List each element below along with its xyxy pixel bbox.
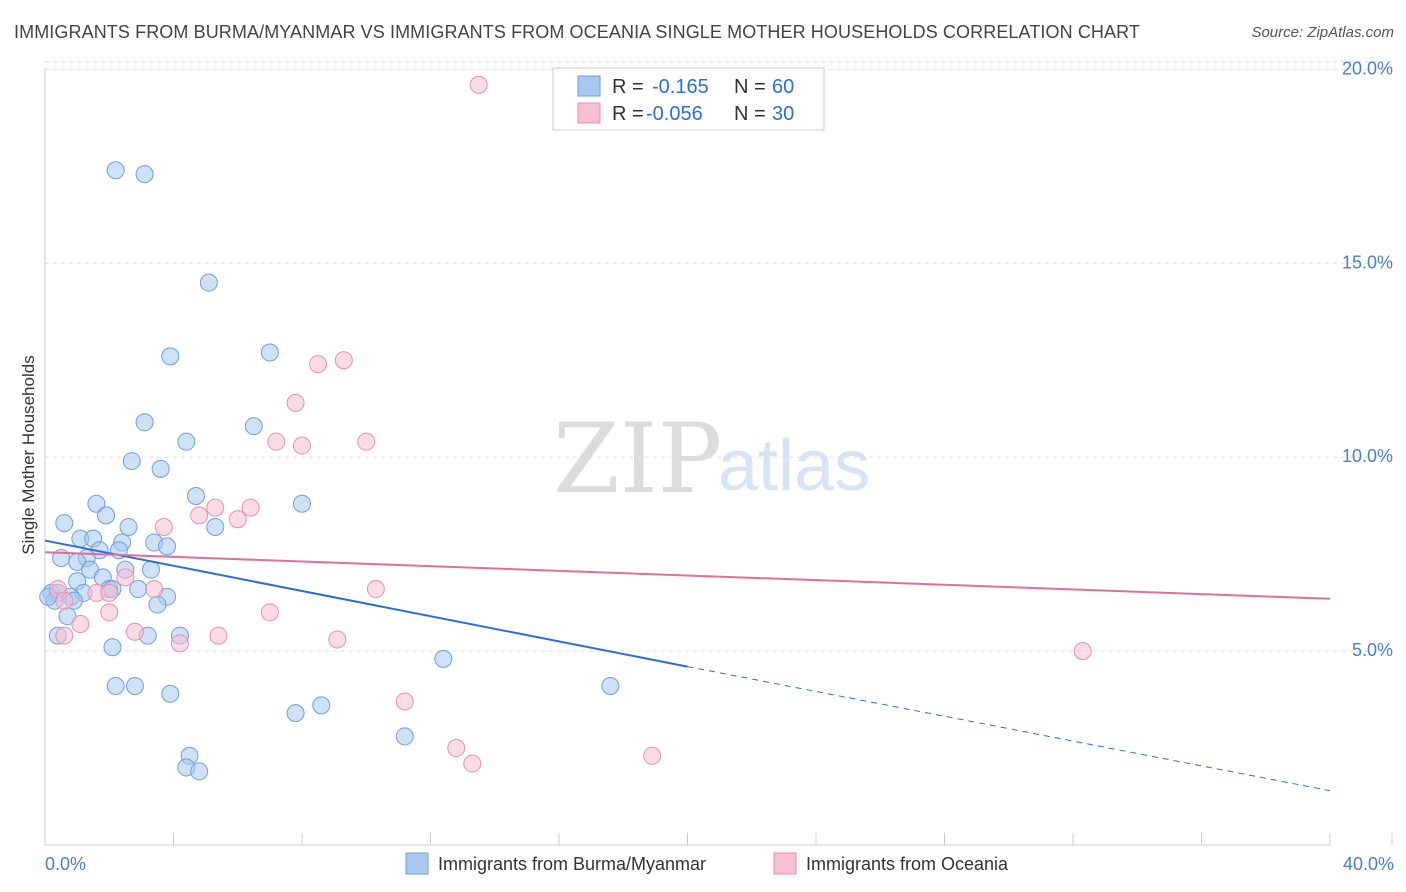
legend-n-label-1: N = (734, 76, 766, 98)
burma-data-point (434, 649, 453, 668)
oceania-data-point (357, 432, 376, 451)
oceania-data-point (643, 746, 662, 765)
burma-data-point (244, 417, 263, 436)
legend-swatch-blue (577, 75, 601, 97)
source-credit: Source: ZipAtlas.com (1251, 24, 1394, 41)
grid-lines (45, 61, 1392, 652)
y-axis-tick-labels: 5.0% 10.0% 15.0% 20.0% (1342, 58, 1393, 660)
oceania-data-point (293, 436, 311, 455)
series-oceania-points (48, 75, 1092, 773)
burma-trend-line (44, 539, 688, 668)
legend-r-value-1: -0.165 (652, 76, 709, 98)
burma-data-point (106, 677, 125, 695)
oceania-data-point (100, 583, 119, 602)
legend-burma-label: Immigrants from Burma/Myanmar (438, 854, 706, 874)
burma-data-point (148, 595, 167, 614)
burma-data-point (142, 560, 161, 579)
oceania-data-point (209, 626, 228, 645)
oceania-data-point (309, 355, 328, 374)
oceania-data-point (447, 739, 466, 758)
burma-data-point (135, 165, 154, 184)
legend-n-label-2: N = (734, 103, 766, 125)
oceania-data-point (328, 630, 347, 649)
y-tick-label: 10.0% (1342, 446, 1393, 466)
y-tick-label: 20.0% (1342, 58, 1393, 78)
y-tick-label: 15.0% (1342, 252, 1393, 272)
burma-data-point (206, 518, 225, 536)
burma-data-point (122, 452, 141, 471)
oceania-data-point (469, 75, 488, 94)
burma-data-point (119, 518, 138, 536)
oceania-data-point (260, 603, 279, 622)
burma-data-point (55, 514, 74, 533)
burma-data-point (97, 506, 116, 525)
burma-data-point (601, 677, 620, 695)
oceania-data-point (334, 351, 353, 370)
oceania-data-point (267, 432, 286, 451)
oceania-trend-line (44, 551, 1331, 600)
legend-r-label-1: R = (612, 76, 644, 98)
x-axis-ticks (44, 833, 1393, 845)
legend-swatch-pink (577, 102, 601, 124)
series-burma-points (39, 161, 620, 781)
oceania-data-point (206, 498, 225, 517)
y-tick-label: 5.0% (1352, 640, 1393, 660)
burma-data-point (190, 762, 209, 781)
legend-r-label-2: R = (612, 103, 644, 125)
correlation-legend: R = -0.165 N = 60 R = -0.056 N = 30 (552, 67, 825, 131)
oceania-data-point (55, 591, 74, 610)
burma-data-point (260, 343, 279, 362)
oceania-data-point (125, 622, 144, 641)
burma-data-point (395, 727, 414, 746)
y-axis-label: Single Mother Households (19, 355, 38, 554)
oceania-data-point (145, 580, 164, 599)
burma-data-point (87, 494, 106, 513)
burma-data-point (106, 161, 125, 180)
burma-data-point (293, 494, 311, 513)
legend-oceania-label: Immigrants from Oceania (806, 854, 1009, 874)
legend-burma-swatch (405, 852, 429, 875)
x-tick-label-min: 0.0% (45, 854, 86, 874)
oceania-data-point (1073, 642, 1092, 661)
oceania-data-point (100, 603, 119, 622)
oceania-data-point (228, 510, 247, 529)
legend-r-value-2: -0.056 (646, 103, 703, 125)
legend-n-value-2: 30 (772, 103, 794, 125)
burma-data-point (135, 413, 154, 432)
burma-data-point (199, 273, 218, 292)
burma-data-point (161, 684, 180, 703)
oceania-data-point (154, 518, 173, 536)
burma-data-point (186, 486, 205, 505)
legend-n-value-1: 60 (772, 76, 794, 98)
oceania-data-point (366, 580, 385, 599)
burma-data-point (177, 432, 196, 451)
oceania-data-point (190, 506, 209, 525)
trend-lines (44, 539, 1331, 792)
burma-data-point (103, 638, 122, 657)
oceania-data-point (286, 393, 305, 412)
oceania-data-point (116, 568, 135, 587)
chart-title: IMMIGRANTS FROM BURMA/MYANMAR VS IMMIGRA… (14, 22, 1140, 42)
watermark-zip: ZIP (553, 403, 722, 515)
legend-oceania-swatch (773, 852, 797, 875)
oceania-data-point (71, 614, 90, 633)
burma-data-point (151, 459, 170, 478)
oceania-data-point (241, 498, 260, 517)
x-tick-label-max: 40.0% (1343, 854, 1394, 874)
burma-data-point (161, 347, 180, 366)
burma-data-point (125, 677, 144, 695)
oceania-data-point (55, 626, 74, 645)
series-legend: Immigrants from Burma/Myanmar Immigrants… (405, 852, 1009, 875)
burma-trend-extension (687, 666, 1331, 792)
oceania-data-point (395, 692, 414, 711)
burma-data-point (158, 537, 177, 556)
burma-data-point (312, 696, 331, 715)
burma-data-point (286, 704, 305, 723)
oceania-data-point (463, 754, 482, 773)
oceania-data-point (170, 634, 189, 653)
watermark-atlas: atlas (718, 426, 870, 506)
watermark: ZIP atlas (553, 403, 870, 515)
